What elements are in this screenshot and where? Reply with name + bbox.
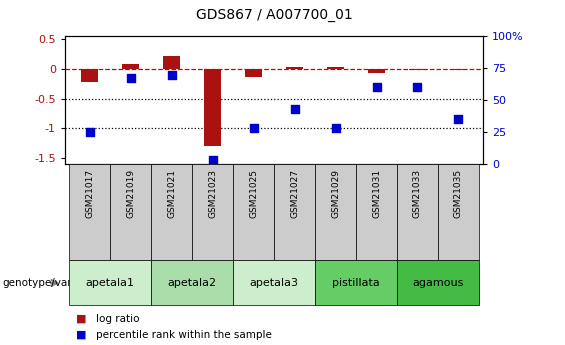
Text: genotype/variation: genotype/variation <box>3 278 102 288</box>
Text: GDS867 / A007700_01: GDS867 / A007700_01 <box>195 8 353 22</box>
Text: ■: ■ <box>76 330 87 339</box>
Bar <box>368 69 385 73</box>
Point <box>331 125 340 131</box>
Bar <box>123 64 139 69</box>
Text: agamous: agamous <box>412 278 464 288</box>
Text: GSM21031: GSM21031 <box>372 169 381 218</box>
Bar <box>245 69 262 77</box>
Text: GSM21033: GSM21033 <box>413 169 422 218</box>
Text: GSM21025: GSM21025 <box>249 169 258 218</box>
Text: pistillata: pistillata <box>332 278 380 288</box>
Text: apetala2: apetala2 <box>167 278 216 288</box>
Text: GSM21017: GSM21017 <box>85 169 94 218</box>
Text: ■: ■ <box>76 314 87 324</box>
Text: apetala3: apetala3 <box>250 278 298 288</box>
Bar <box>409 69 425 70</box>
Point <box>208 157 217 163</box>
Text: log ratio: log ratio <box>96 314 140 324</box>
Point <box>290 106 299 112</box>
Text: percentile rank within the sample: percentile rank within the sample <box>96 330 272 339</box>
Bar <box>205 69 221 146</box>
Point <box>167 72 176 77</box>
Point <box>126 76 135 81</box>
Text: GSM21027: GSM21027 <box>290 169 299 218</box>
Bar <box>286 67 303 69</box>
Bar <box>327 67 344 69</box>
Text: GSM21029: GSM21029 <box>331 169 340 218</box>
Text: GSM21023: GSM21023 <box>208 169 217 218</box>
Bar <box>450 69 467 70</box>
Point <box>413 85 422 90</box>
Text: GSM21035: GSM21035 <box>454 169 463 218</box>
Point <box>454 116 463 122</box>
Text: apetala1: apetala1 <box>85 278 134 288</box>
Text: GSM21021: GSM21021 <box>167 169 176 218</box>
Bar <box>81 69 98 82</box>
Point <box>372 85 381 90</box>
Point <box>249 125 258 131</box>
Text: GSM21019: GSM21019 <box>126 169 135 218</box>
Bar <box>163 56 180 69</box>
Point <box>85 129 94 135</box>
